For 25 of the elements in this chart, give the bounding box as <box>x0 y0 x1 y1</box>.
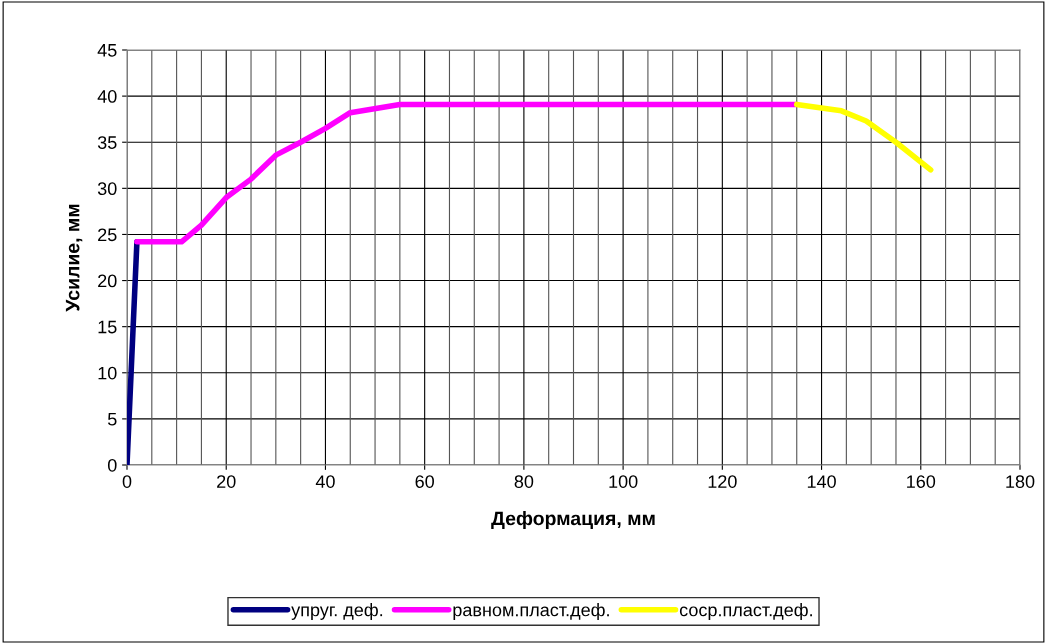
x-tick-label: 0 <box>122 475 132 488</box>
x-tick-label: 40 <box>315 475 335 488</box>
y-tick-label: 45 <box>97 44 117 57</box>
x-tick-label: 140 <box>807 475 836 488</box>
x-axis-title: Деформация, мм <box>491 511 655 530</box>
x-tick-label: 60 <box>415 475 434 488</box>
legend-label: упруг. деф. <box>291 603 383 620</box>
y-axis-title: Усилие, мм <box>65 204 83 312</box>
x-tick-label: 180 <box>1006 475 1035 488</box>
x-tick-label: 20 <box>217 475 236 488</box>
y-tick-label: 35 <box>97 136 117 149</box>
y-tick-label: 20 <box>98 274 117 288</box>
x-tick-label: 120 <box>708 475 737 488</box>
x-tick-label: 160 <box>907 475 936 488</box>
y-tick-label: 30 <box>97 182 117 196</box>
x-tick-label: 80 <box>514 475 534 488</box>
y-tick-label: 5 <box>107 413 117 426</box>
y-tick-label: 15 <box>98 320 117 334</box>
x-tick-label: 100 <box>609 475 638 488</box>
y-tick-label: 0 <box>107 458 117 472</box>
y-tick-label: 25 <box>98 228 117 242</box>
y-tick-label: 10 <box>98 366 117 380</box>
legend-label: равном.пласт.деф. <box>453 603 609 620</box>
y-tick-label: 40 <box>97 90 117 103</box>
legend-label: соср.пласт.деф. <box>679 603 812 620</box>
